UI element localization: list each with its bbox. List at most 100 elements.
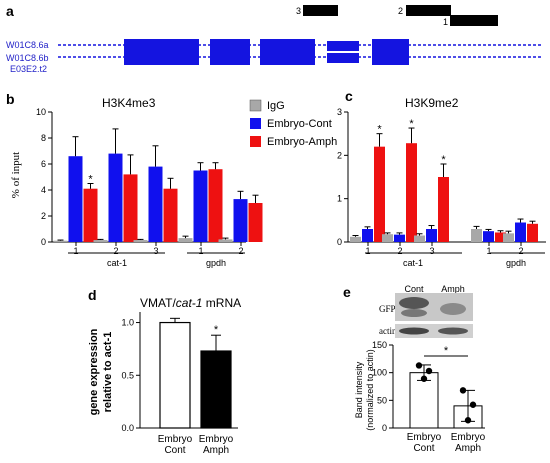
e-y-tick-label-0: 0 [382, 423, 387, 433]
legend: IgG Embryo-Cont Embryo-Amph [249, 99, 337, 148]
track-label-w01c8-6a: W01C8.6a [6, 40, 49, 50]
c-annotation-2: * [441, 154, 446, 166]
b-bar-igg-2 [133, 240, 148, 242]
b-bar-embryo-amph-3 [208, 169, 223, 242]
b-bar-igg-4 [218, 239, 233, 242]
b-y-tick-label-0: 0 [41, 237, 46, 247]
legend-label-igg: IgG [267, 100, 285, 112]
b-x-label-4: 2 [238, 246, 243, 256]
e-point-0-1 [425, 367, 433, 375]
d-x-label-1-0: Embryo [199, 434, 234, 445]
d-annotation-0: * [214, 324, 219, 336]
c-bar-embryo-amph-1 [406, 143, 417, 242]
panel-a: a 3 2 1 W01C8.6a W01C8.6b E03E2.t2 [6, 3, 542, 74]
d-y-tick-label-2: 1.0 [121, 318, 134, 328]
c-bar-embryo-amph-4 [527, 223, 538, 242]
exon-3 [260, 39, 315, 65]
exon-5 [372, 39, 409, 65]
panel-b-title: H3K4me3 [102, 96, 156, 110]
b-y-tick-label-5: 10 [36, 107, 46, 117]
panel-d-bars: * [159, 317, 232, 429]
b-bar-embryo-cont-1 [108, 153, 123, 242]
panel-b-letter: b [6, 91, 15, 107]
b-bar-igg-1 [93, 240, 108, 242]
panel-b-x-labels: 1 2 3 1 2 [73, 242, 244, 256]
c-x-label-3: 1 [486, 246, 491, 256]
e-point-1-1 [469, 401, 477, 408]
d-x-label-1-1: Amph [203, 445, 229, 456]
e-point-0-0 [415, 362, 423, 369]
c-x-label-1: 2 [397, 246, 402, 256]
e-y-tick-label-2: 100 [372, 368, 387, 378]
c-bar-embryo-cont-0 [362, 229, 373, 242]
blot-gfp-band-cont-2 [401, 309, 427, 317]
b-bar-embryo-amph-1 [123, 174, 138, 242]
c-y-tick-label-1: 1 [337, 194, 342, 204]
track-label-w01c8-6b: W01C8.6b [6, 53, 49, 63]
c-bar-embryo-cont-1 [394, 234, 405, 242]
e-y-tick-label-1: 50 [377, 395, 387, 405]
c-bar-igg-0 [350, 236, 361, 242]
c-bar-embryo-cont-2 [426, 229, 437, 242]
b-bar-igg-3 [178, 238, 193, 242]
panel-b: b H3K4me3 % of input 0 2 4 6 8 10 * 1 2 3 1 2 cat… [6, 91, 263, 268]
e-point-0-2 [420, 375, 428, 382]
d-bar-0 [159, 321, 191, 429]
c-bar-igg-2 [414, 235, 425, 242]
d-y-tick-label-1: 0.5 [121, 370, 134, 380]
b-bar-embryo-cont-0 [68, 156, 83, 242]
e-significance-star: * [444, 345, 449, 357]
legend-label-amph: Embryo-Amph [267, 136, 337, 148]
e-x-label-1-0: Embryo [451, 432, 486, 443]
panel-c: c H3K9me2 0 1 2 3 * * * 1 2 3 1 2 cat-1 gpdh [337, 88, 546, 268]
panel-b-bars: * [53, 128, 263, 242]
b-x-label-3: 1 [198, 246, 203, 256]
track-label-e03e2-t2: E03E2.t2 [10, 64, 47, 74]
c-x-label-0: 1 [365, 246, 370, 256]
b-bar-embryo-amph-4 [248, 203, 263, 242]
b-annotation-0: * [88, 174, 93, 186]
c-annotation-0: * [377, 124, 382, 136]
b-bar-embryo-amph-2 [163, 188, 178, 242]
c-bar-igg-3 [471, 229, 482, 242]
d-x-label-0-0: Embryo [158, 434, 193, 445]
panel-e: e Cont Amph GFP actin Band intensity (no… [343, 284, 486, 454]
blot-gfp-band-amph [440, 303, 466, 315]
region-1-label: 1 [443, 17, 448, 27]
panel-d-title: VMAT/cat-1 mRNA [140, 296, 241, 310]
c-y-tick-label-2: 2 [337, 150, 342, 160]
blot-header-cont: Cont [404, 284, 424, 294]
c-y-tick-label-3: 3 [337, 107, 342, 117]
panel-e-letter: e [343, 284, 351, 300]
legend-swatch-amph [250, 136, 261, 147]
exon-1 [124, 39, 199, 65]
panel-c-x-labels: 1 2 3 1 2 [365, 242, 524, 256]
legend-swatch-cont [250, 118, 261, 129]
c-x-label-4: 2 [518, 246, 523, 256]
panel-b-ylabel: % of input [10, 152, 22, 198]
panel-c-group-gpdh: gpdh [506, 258, 526, 268]
c-bar-embryo-amph-0 [374, 146, 385, 242]
d-x-label-0-1: Cont [164, 445, 185, 456]
blot-row-gfp: GFP [379, 304, 396, 314]
b-y-tick-label-3: 6 [41, 159, 46, 169]
blot-actin-band-amph [438, 327, 468, 335]
b-bar-embryo-cont-4 [233, 199, 248, 242]
panel-d-title-suffix: mRNA [202, 296, 241, 310]
c-annotation-1: * [409, 118, 414, 130]
legend-label-cont: Embryo-Cont [267, 118, 332, 130]
c-bar-embryo-amph-2 [438, 177, 449, 242]
b-x-label-0: 1 [73, 246, 78, 256]
b-x-label-1: 2 [113, 246, 118, 256]
panel-e-ylabel-2: (normalized to actin) [365, 349, 375, 431]
exon-2 [210, 39, 250, 65]
e-x-label-1-1: Amph [455, 443, 481, 454]
region-2-box [406, 5, 451, 16]
b-y-tick-label-4: 8 [41, 133, 46, 143]
d-y-tick-label-0: 0.0 [121, 423, 134, 433]
panel-e-ylabel-1: Band intensity [354, 361, 364, 418]
region-1-box [450, 15, 498, 26]
panel-b-group-gpdh: gpdh [206, 258, 226, 268]
